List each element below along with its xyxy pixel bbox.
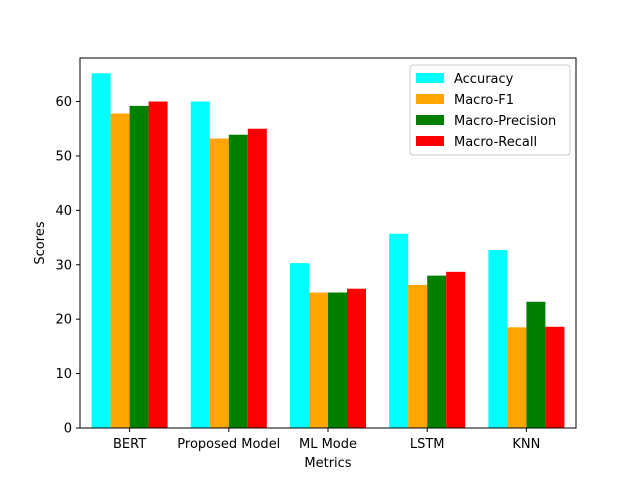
legend-swatch	[416, 115, 444, 125]
y-tick-label: 10	[55, 367, 72, 382]
x-tick-label: BERT	[113, 437, 146, 452]
legend-swatch	[416, 73, 444, 83]
legend: Accuracy Macro-F1 Macro-Precision Macro-Rec…	[409, 64, 571, 156]
x-axis-label: Metrics	[304, 456, 351, 471]
bar-accuracy-proposed-model	[190, 101, 210, 428]
bar-macro-f1-bert	[110, 113, 130, 428]
y-tick-label: 30	[55, 258, 72, 273]
legend-swatch	[416, 136, 444, 146]
legend-label: Macro-F1	[454, 93, 514, 108]
y-tick-label: 0	[64, 422, 72, 437]
bar-macro-f1-knn	[507, 327, 527, 428]
x-axis: BERT Proposed Model ML Mode LSTM KNN	[113, 428, 540, 452]
y-tick-label: 60	[55, 95, 72, 110]
bar-macro-precision-knn	[526, 301, 546, 428]
bar-macro-f1-proposed-model	[209, 138, 229, 428]
bar-accuracy-ml-mode	[290, 263, 309, 428]
bar-macro-precision-lstm	[427, 275, 447, 428]
bar-macro-recall-proposed-model	[247, 128, 267, 428]
y-tick-label: 40	[55, 204, 72, 219]
x-tick-label: KNN	[512, 437, 540, 452]
x-tick-label: Proposed Model	[177, 437, 280, 452]
bar-macro-recall-bert	[148, 101, 168, 428]
bar-accuracy-knn	[488, 250, 508, 428]
y-axis-label: Scores	[33, 221, 48, 264]
bar-macro-recall-ml-mode	[347, 288, 366, 428]
bar-macro-f1-lstm	[408, 284, 428, 428]
legend-label: Macro-Recall	[454, 135, 537, 150]
y-tick-label: 20	[55, 313, 72, 328]
bar-macro-precision-ml-mode	[328, 292, 347, 428]
x-tick-label: LSTM	[410, 437, 445, 452]
bar-accuracy-bert	[91, 73, 111, 428]
y-axis: 0 10 20 30 40 50 60	[55, 95, 80, 437]
x-tick-label: ML Mode	[299, 437, 357, 452]
legend-label: Accuracy	[454, 72, 514, 87]
bar-accuracy-lstm	[389, 233, 409, 428]
bar-macro-recall-knn	[545, 326, 565, 428]
legend-swatch	[416, 94, 444, 104]
bar-macro-precision-proposed-model	[228, 134, 248, 428]
y-tick-label: 50	[55, 149, 72, 164]
legend-label: Macro-Precision	[454, 114, 556, 129]
bars-group	[91, 73, 565, 428]
bar-macro-precision-bert	[129, 105, 149, 428]
legend-box	[409, 64, 571, 156]
bar-macro-f1-ml-mode	[309, 292, 328, 428]
bar-macro-recall-lstm	[446, 271, 466, 428]
